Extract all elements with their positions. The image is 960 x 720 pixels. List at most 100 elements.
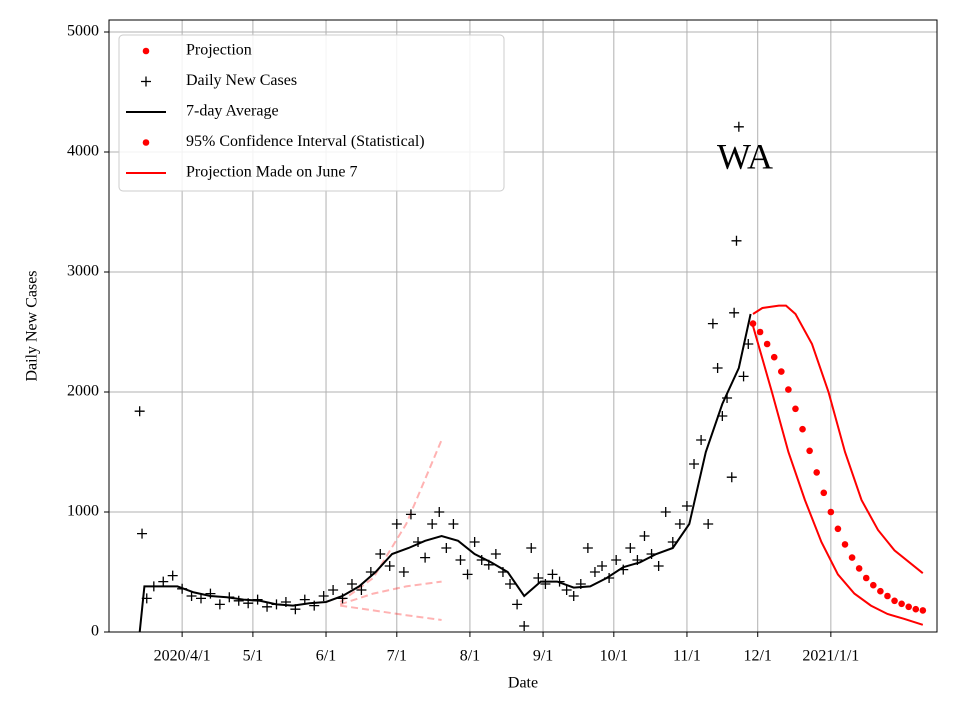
dot-marker bbox=[891, 597, 898, 605]
plus-marker bbox=[674, 519, 685, 529]
plus-marker bbox=[391, 519, 402, 529]
plus-marker bbox=[703, 519, 714, 529]
plus-marker bbox=[469, 537, 480, 547]
plus-marker bbox=[328, 585, 339, 595]
plus-marker bbox=[625, 543, 636, 553]
dot-marker bbox=[898, 600, 905, 608]
plus-marker bbox=[186, 591, 197, 601]
line bbox=[752, 304, 924, 574]
plus-marker bbox=[512, 599, 523, 610]
dot-marker bbox=[834, 525, 842, 533]
legend-marker bbox=[142, 47, 150, 55]
dot-marker bbox=[912, 605, 920, 613]
plus-marker bbox=[214, 599, 225, 610]
x-tick-label: 12/1 bbox=[743, 648, 771, 665]
y-tick-label: 2000 bbox=[67, 383, 99, 400]
x-tick-label: 10/1 bbox=[600, 648, 628, 665]
plus-marker bbox=[262, 601, 273, 612]
plus-marker bbox=[547, 569, 558, 580]
plus-marker bbox=[707, 318, 718, 329]
plus-marker bbox=[696, 435, 707, 445]
plus-marker bbox=[533, 573, 544, 583]
dot-marker bbox=[848, 554, 856, 561]
legend: Projection Daily New Cases 7-day Average 95… bbox=[118, 34, 505, 192]
legend-label: 7-day Average bbox=[186, 103, 279, 120]
x-tick-label: 2020/4/1 bbox=[154, 648, 211, 665]
x-axis-label: Date bbox=[508, 675, 538, 692]
plus-marker bbox=[660, 507, 671, 517]
dot-marker bbox=[792, 405, 799, 413]
line bbox=[340, 604, 442, 621]
plus-marker bbox=[729, 307, 740, 318]
plus-marker bbox=[462, 569, 473, 580]
plus-marker bbox=[597, 561, 608, 571]
plus-marker bbox=[490, 549, 501, 559]
dot-marker bbox=[806, 447, 813, 455]
y-tick-label: 1000 bbox=[67, 503, 99, 520]
marks bbox=[134, 121, 927, 633]
plus-marker bbox=[681, 501, 692, 511]
plus-marker bbox=[639, 531, 650, 541]
dot-marker bbox=[813, 469, 820, 476]
plus-marker bbox=[568, 591, 579, 601]
legend-label: Projection Made on June 7 bbox=[186, 164, 358, 181]
plus-marker bbox=[434, 507, 445, 517]
plus-marker bbox=[384, 561, 395, 571]
plus-marker bbox=[505, 579, 516, 589]
plus-marker bbox=[375, 549, 386, 559]
dot-marker bbox=[756, 328, 764, 336]
plus-marker bbox=[448, 519, 459, 529]
plus-marker bbox=[356, 585, 367, 595]
dot-marker bbox=[919, 607, 927, 614]
plus-marker bbox=[137, 528, 148, 539]
plus-marker bbox=[167, 570, 178, 581]
plot-frame bbox=[108, 19, 938, 633]
plus-marker bbox=[318, 591, 329, 601]
x-tick-label: 9/1 bbox=[533, 648, 553, 665]
dot-marker bbox=[870, 581, 877, 589]
line bbox=[752, 325, 924, 626]
legend-marker bbox=[142, 139, 150, 146]
x-tick-label: 6/1 bbox=[316, 648, 336, 665]
x-tick-label: 8/1 bbox=[460, 648, 480, 665]
dot-marker bbox=[785, 386, 792, 393]
legend-marker bbox=[141, 76, 151, 87]
plus-marker bbox=[455, 555, 466, 565]
plus-marker bbox=[134, 406, 145, 417]
x-tick-label: 11/1 bbox=[673, 648, 701, 665]
plus-marker bbox=[582, 543, 593, 553]
plus-marker bbox=[738, 371, 749, 382]
plus-marker bbox=[398, 567, 409, 577]
dot-marker bbox=[799, 425, 806, 433]
dot-marker bbox=[862, 574, 870, 582]
plus-marker bbox=[233, 595, 244, 606]
dot-marker bbox=[820, 489, 828, 497]
y-axis-label: Daily New Cases bbox=[24, 270, 41, 381]
plus-marker bbox=[653, 561, 664, 571]
legend-label: 95% Confidence Interval (Statistical) bbox=[186, 133, 425, 150]
plus-marker bbox=[611, 555, 622, 565]
plus-marker bbox=[427, 519, 438, 529]
dot-marker bbox=[749, 320, 757, 327]
x-tick-label: 2021/1/1 bbox=[802, 648, 859, 665]
y-tick-label: 0 bbox=[91, 623, 99, 640]
plus-marker bbox=[561, 585, 572, 595]
x-tick-label: 7/1 bbox=[387, 648, 407, 665]
dot-marker bbox=[841, 541, 849, 548]
y-tick-label: 3000 bbox=[67, 263, 99, 280]
y-tick-label: 4000 bbox=[67, 143, 99, 160]
dot-marker bbox=[884, 592, 891, 600]
plus-marker bbox=[519, 621, 530, 631]
legend-label: Projection bbox=[186, 42, 252, 59]
plus-marker bbox=[405, 509, 416, 520]
dot-marker bbox=[827, 508, 835, 516]
dot-marker bbox=[770, 353, 778, 361]
dot-marker bbox=[855, 565, 863, 572]
dot-marker bbox=[905, 603, 912, 611]
plus-marker bbox=[441, 543, 452, 553]
plus-marker bbox=[726, 472, 737, 483]
legend-box bbox=[118, 34, 505, 192]
plus-marker bbox=[196, 593, 206, 604]
dot-marker bbox=[778, 368, 785, 375]
